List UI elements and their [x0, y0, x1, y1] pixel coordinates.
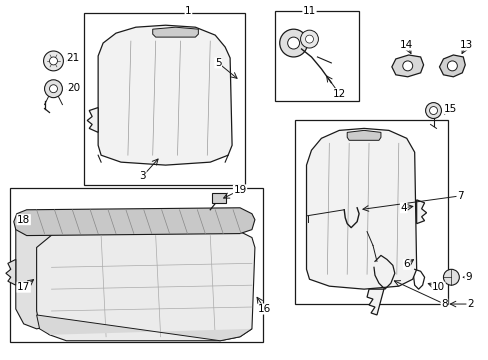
Circle shape — [428, 107, 437, 114]
Polygon shape — [306, 129, 416, 289]
Circle shape — [447, 61, 456, 71]
Polygon shape — [439, 55, 464, 77]
Bar — [84, 13, 244, 185]
Text: 18: 18 — [17, 215, 30, 225]
Text: 6: 6 — [403, 259, 409, 269]
Text: 21: 21 — [66, 53, 80, 63]
Polygon shape — [37, 315, 251, 341]
Circle shape — [49, 57, 57, 65]
Text: 3: 3 — [139, 171, 146, 181]
Circle shape — [425, 103, 441, 118]
Polygon shape — [416, 200, 426, 224]
Polygon shape — [391, 55, 423, 77]
Text: 7: 7 — [456, 191, 463, 201]
Text: 19: 19 — [233, 185, 246, 195]
Text: 5: 5 — [214, 58, 221, 68]
Text: 2: 2 — [466, 299, 472, 309]
Text: 16: 16 — [258, 304, 271, 314]
Bar — [212, 193, 225, 203]
Text: 1: 1 — [185, 6, 191, 16]
Bar — [10, 188, 263, 342]
Text: 9: 9 — [464, 272, 470, 282]
Text: 8: 8 — [440, 299, 447, 309]
Circle shape — [279, 29, 307, 57]
Polygon shape — [14, 208, 254, 235]
Polygon shape — [16, 222, 53, 329]
Circle shape — [44, 80, 62, 98]
Text: 4: 4 — [400, 203, 406, 213]
Text: 11: 11 — [302, 6, 315, 16]
Polygon shape — [98, 25, 232, 165]
Text: 10: 10 — [431, 282, 444, 292]
Polygon shape — [366, 289, 383, 315]
Polygon shape — [87, 108, 98, 132]
Circle shape — [402, 61, 412, 71]
Text: 12: 12 — [332, 89, 345, 99]
Circle shape — [443, 269, 458, 285]
Bar — [274, 11, 358, 100]
Circle shape — [305, 35, 313, 43]
Text: 15: 15 — [443, 104, 456, 113]
Circle shape — [49, 85, 57, 93]
Text: 14: 14 — [399, 40, 412, 50]
Text: 17: 17 — [17, 282, 30, 292]
Circle shape — [300, 30, 318, 48]
Bar — [294, 121, 447, 304]
Polygon shape — [152, 27, 198, 37]
Polygon shape — [346, 130, 380, 140]
Text: 13: 13 — [459, 40, 472, 50]
Polygon shape — [37, 231, 254, 341]
Circle shape — [43, 51, 63, 71]
Polygon shape — [6, 260, 16, 285]
Circle shape — [287, 37, 299, 49]
Text: 20: 20 — [67, 83, 80, 93]
